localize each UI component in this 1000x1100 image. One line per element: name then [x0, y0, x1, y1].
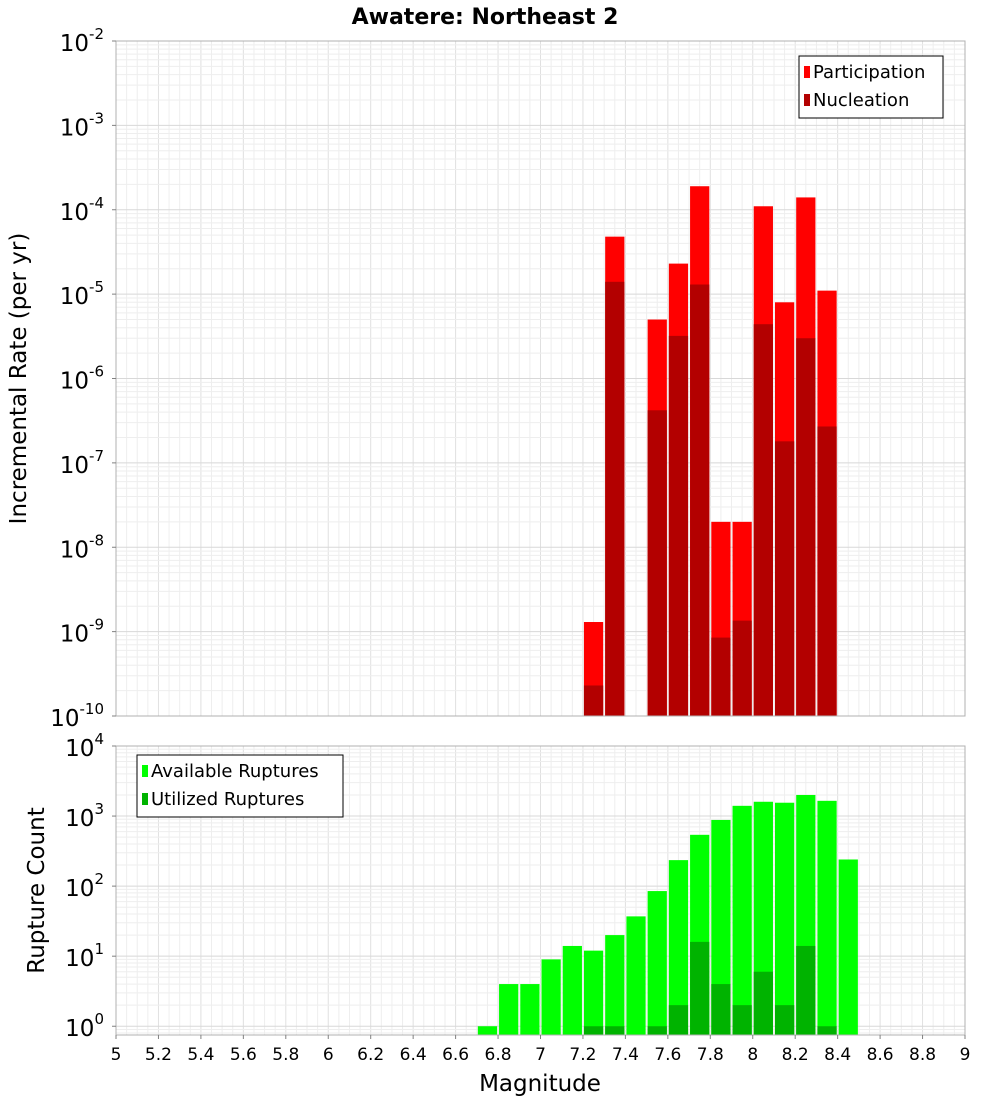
bar: [774, 441, 795, 716]
bar: [753, 324, 773, 716]
bar: [647, 410, 667, 716]
x-tick-label: 8.2: [782, 1045, 809, 1065]
y-tick-label: 10-9: [60, 616, 104, 648]
x-tick-label: 9: [960, 1045, 971, 1065]
bar: [626, 916, 646, 1035]
y-ticks: 100 101 102 103 104: [65, 730, 116, 1042]
bar: [668, 1005, 689, 1035]
bar: [562, 945, 582, 1035]
legend-label: Utilized Ruptures: [151, 789, 304, 810]
bar: [647, 1026, 667, 1035]
bar: [711, 984, 731, 1035]
bar: [605, 935, 625, 1035]
bar: [732, 1005, 752, 1035]
bar: [605, 1026, 625, 1035]
chart-title: Awatere: Northeast 2: [352, 5, 619, 30]
x-tick-label: 8.4: [824, 1045, 851, 1065]
y-tick-label: 104: [65, 730, 104, 762]
bar: [541, 959, 561, 1035]
bar: [520, 984, 540, 1035]
x-tick-label: 6: [323, 1045, 334, 1065]
legend-swatch: [142, 765, 148, 777]
bar: [690, 941, 710, 1035]
x-axis-label: Magnitude: [479, 1071, 601, 1097]
panel-1: 10-10 10-9 10-8 10-7 10-6 10-5 10-4 10-3 10-2 Inc…: [6, 25, 966, 732]
x-tick-label: 8: [747, 1045, 758, 1065]
x-tick-label: 7.6: [654, 1045, 681, 1065]
legend-swatch: [804, 66, 810, 78]
x-tick-label: 6.8: [485, 1045, 512, 1065]
bar: [796, 945, 816, 1035]
x-tick-label: 5.2: [145, 1045, 172, 1065]
legend-swatch: [142, 793, 148, 805]
y-tick-label: 10-4: [60, 194, 104, 226]
x-tick-label: 6.2: [357, 1045, 384, 1065]
bar: [732, 805, 752, 1035]
bar: [690, 284, 710, 716]
bar: [583, 950, 604, 1035]
bar: [774, 802, 795, 1035]
y-axis-label: Incremental Rate (per yr): [6, 233, 32, 525]
y-tick-label: 102: [65, 870, 104, 902]
x-tick-label: 6.6: [442, 1045, 469, 1065]
bar: [647, 891, 667, 1035]
y-tick-label: 10-7: [60, 447, 104, 479]
legend-box: [798, 55, 944, 119]
y-tick-label: 10-2: [60, 25, 104, 57]
bar: [838, 859, 858, 1035]
bar: [711, 819, 731, 1035]
x-ticks: 5 5.2 5.4 5.6 5.8 6 6.2 6.4 6.6 6.8 7 7.2 7.4 7.6 7.8 8…: [111, 1035, 971, 1065]
y-tick-label: 10-5: [60, 278, 104, 310]
y-tick-label: 10-3: [60, 109, 104, 141]
bar: [753, 971, 773, 1035]
legend-label: Available Ruptures: [151, 761, 319, 782]
x-tick-label: 8.6: [867, 1045, 894, 1065]
bar: [583, 1026, 604, 1035]
y-tick-label: 103: [65, 800, 104, 832]
x-tick-label: 5.6: [230, 1045, 257, 1065]
legend-label: Nucleation: [813, 90, 909, 111]
bar: [774, 1005, 795, 1035]
bar: [668, 860, 689, 1035]
y-tick-label: 10-8: [60, 531, 104, 563]
series-utilized-ruptures: [583, 941, 837, 1035]
x-tick-label: 6.4: [400, 1045, 427, 1065]
bar: [817, 800, 837, 1035]
bar: [732, 620, 752, 716]
x-tick-label: 5: [111, 1045, 122, 1065]
panel-2: 100 101 102 103 104 Rupture Count Available Ru…: [24, 730, 966, 1042]
bar: [796, 338, 816, 716]
x-tick-label: 7.8: [697, 1045, 724, 1065]
bar: [668, 335, 689, 716]
bar: [583, 685, 604, 716]
y-axis-label: Rupture Count: [24, 807, 50, 973]
x-tick-label: 5.4: [187, 1045, 214, 1065]
bar: [817, 1026, 837, 1035]
legend-box: [136, 754, 344, 818]
bar: [499, 984, 519, 1035]
y-ticks: 10-10 10-9 10-8 10-7 10-6 10-5 10-4 10-3 10-2: [50, 25, 116, 732]
legend: Participation Nucleation: [798, 55, 944, 119]
legend: Available Ruptures Utilized Ruptures: [136, 754, 344, 818]
x-tick-label: 5.8: [272, 1045, 299, 1065]
y-tick-label: 10-6: [60, 363, 104, 395]
bar: [605, 281, 625, 716]
legend-label: Participation: [813, 62, 925, 83]
x-tick-label: 7.4: [612, 1045, 639, 1065]
y-tick-label: 100: [65, 1010, 104, 1042]
x-tick-label: 7: [535, 1045, 546, 1065]
y-tick-label: 101: [65, 940, 104, 972]
bar: [817, 426, 837, 716]
series-nucleation: [583, 281, 837, 716]
bar: [477, 1026, 498, 1035]
legend-swatch: [804, 94, 810, 106]
y-tick-label: 10-10: [50, 700, 104, 732]
x-tick-label: 7.2: [569, 1045, 596, 1065]
x-tick-label: 8.8: [909, 1045, 936, 1065]
grid: [115, 40, 966, 717]
bar: [711, 637, 731, 716]
